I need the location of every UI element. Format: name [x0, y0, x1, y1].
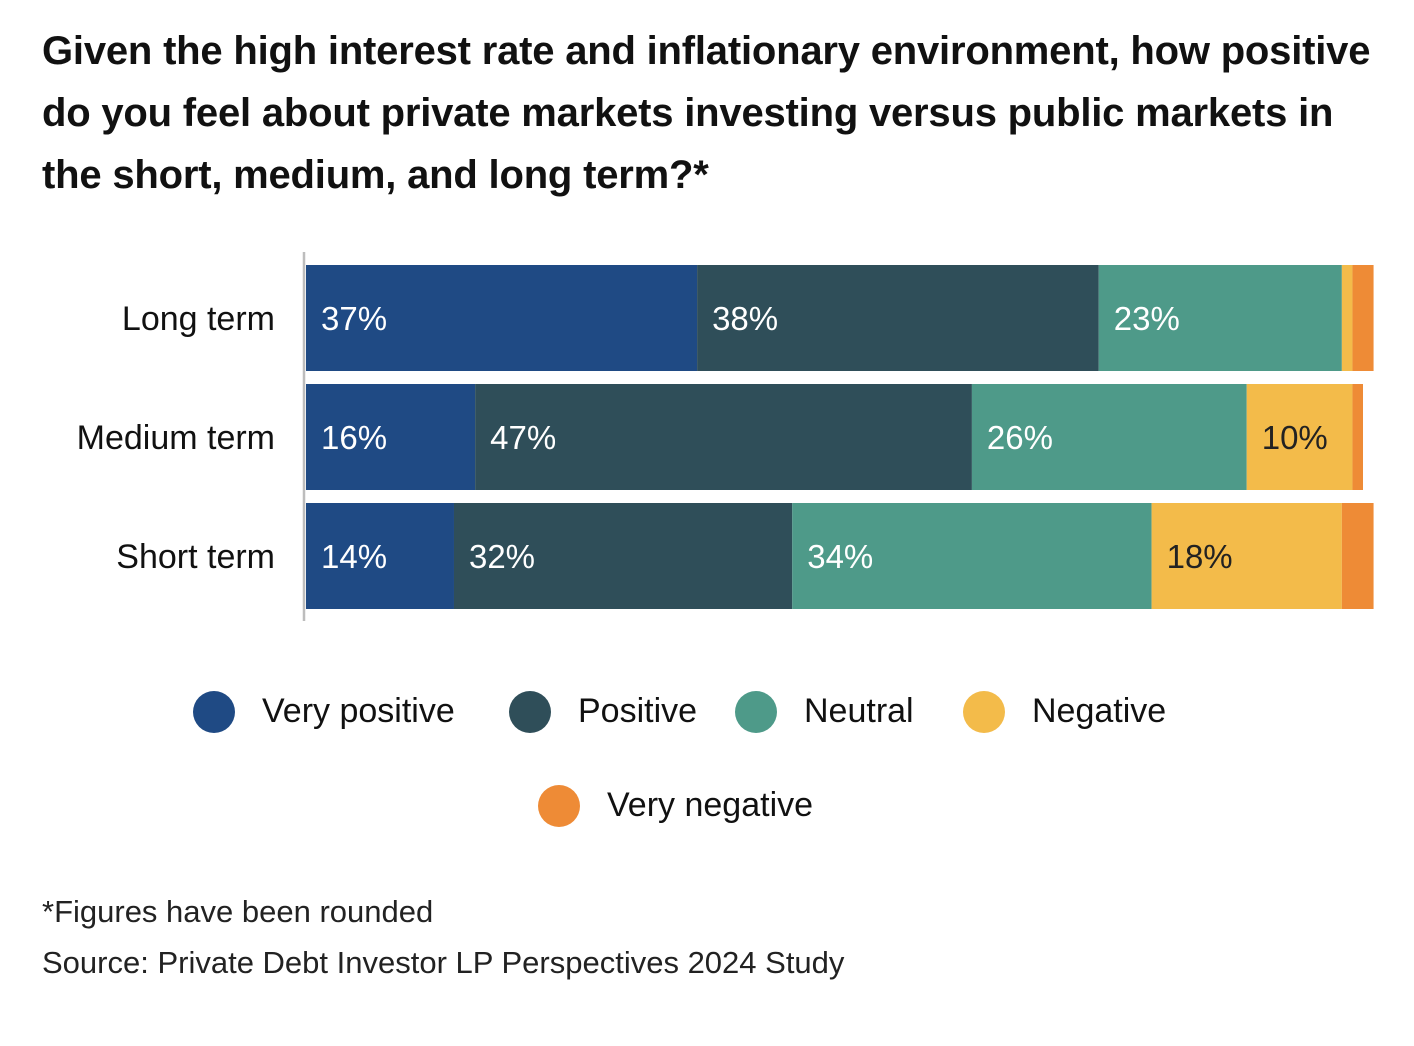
footnote-rounded: *Figures have been rounded: [42, 894, 434, 929]
legend-label: Negative: [1032, 692, 1166, 730]
y-tick-label: Medium term: [77, 419, 275, 457]
bar-segment: [1246, 384, 1353, 490]
legend-swatch: [963, 691, 1005, 733]
bar-segment: [1098, 265, 1342, 371]
bar-segment: [453, 503, 793, 609]
legend-label: Positive: [578, 692, 697, 730]
bar-segment: [306, 503, 454, 609]
legend-swatch: [735, 691, 777, 733]
bar-segment: [306, 384, 476, 490]
data-label: 26%: [987, 419, 1053, 456]
bar-segment: [1341, 503, 1374, 609]
bar-segment: [792, 503, 1152, 609]
data-label: 32%: [469, 538, 535, 575]
bar-segment: [306, 265, 698, 371]
data-label: 37%: [321, 300, 387, 337]
bar-segment: [475, 384, 972, 490]
bar-segment: [1151, 503, 1342, 609]
legend-swatch: [538, 785, 580, 827]
bar-segment: [1352, 265, 1374, 371]
legend-label: Neutral: [804, 692, 914, 730]
data-label: 10%: [1262, 419, 1328, 456]
legend-swatch: [509, 691, 551, 733]
data-label: 47%: [490, 419, 556, 456]
bar-segment: [971, 384, 1247, 490]
legend-swatch: [193, 691, 235, 733]
data-label: 18%: [1167, 538, 1233, 575]
data-label: 14%: [321, 538, 387, 575]
source-note: Source: Private Debt Investor LP Perspec…: [42, 945, 845, 980]
legend-label: Very negative: [607, 786, 813, 824]
data-label: 34%: [807, 538, 873, 575]
y-tick-label: Short term: [116, 538, 275, 576]
data-label: 16%: [321, 419, 387, 456]
chart-title: Given the high interest rate and inflati…: [42, 29, 1371, 197]
y-tick-label: Long term: [122, 300, 275, 338]
bar-segment: [1341, 265, 1353, 371]
bar-segment: [697, 265, 1099, 371]
legend-label: Very positive: [262, 692, 455, 730]
data-label: 23%: [1114, 300, 1180, 337]
data-label: 38%: [712, 300, 778, 337]
bar-segment: [1352, 384, 1363, 490]
